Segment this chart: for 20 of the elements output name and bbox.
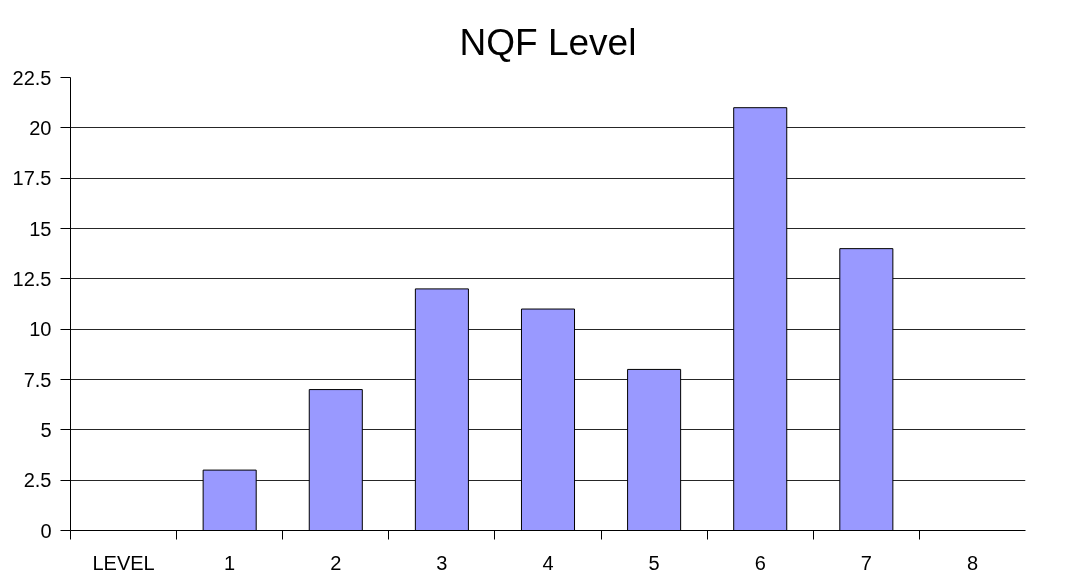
y-tick-label: 20 xyxy=(29,116,52,139)
y-tick-label: 15 xyxy=(29,217,52,240)
chart-title: NQF Level xyxy=(459,21,637,63)
x-tick-label: 3 xyxy=(436,551,448,574)
x-tick-label: 7 xyxy=(860,551,872,574)
x-tick-label: 4 xyxy=(542,551,554,574)
y-tick-label: 17.5 xyxy=(12,167,52,190)
y-tick-label: 2.5 xyxy=(23,469,52,492)
x-tick-label: 1 xyxy=(224,551,236,574)
y-tick-label: 5 xyxy=(40,418,52,441)
y-tick-label: 12.5 xyxy=(12,267,52,290)
x-tick-label: 5 xyxy=(648,551,660,574)
y-tick-label: 7.5 xyxy=(23,368,52,391)
x-tick-label: 2 xyxy=(330,551,342,574)
y-tick-label: 0 xyxy=(40,519,52,542)
y-tick-label: 10 xyxy=(29,318,52,341)
x-tick-label: 8 xyxy=(966,551,979,574)
x-tick-label: LEVEL xyxy=(92,551,155,574)
y-tick-label: 22.5 xyxy=(12,66,52,89)
x-tick-label: 6 xyxy=(754,551,766,574)
